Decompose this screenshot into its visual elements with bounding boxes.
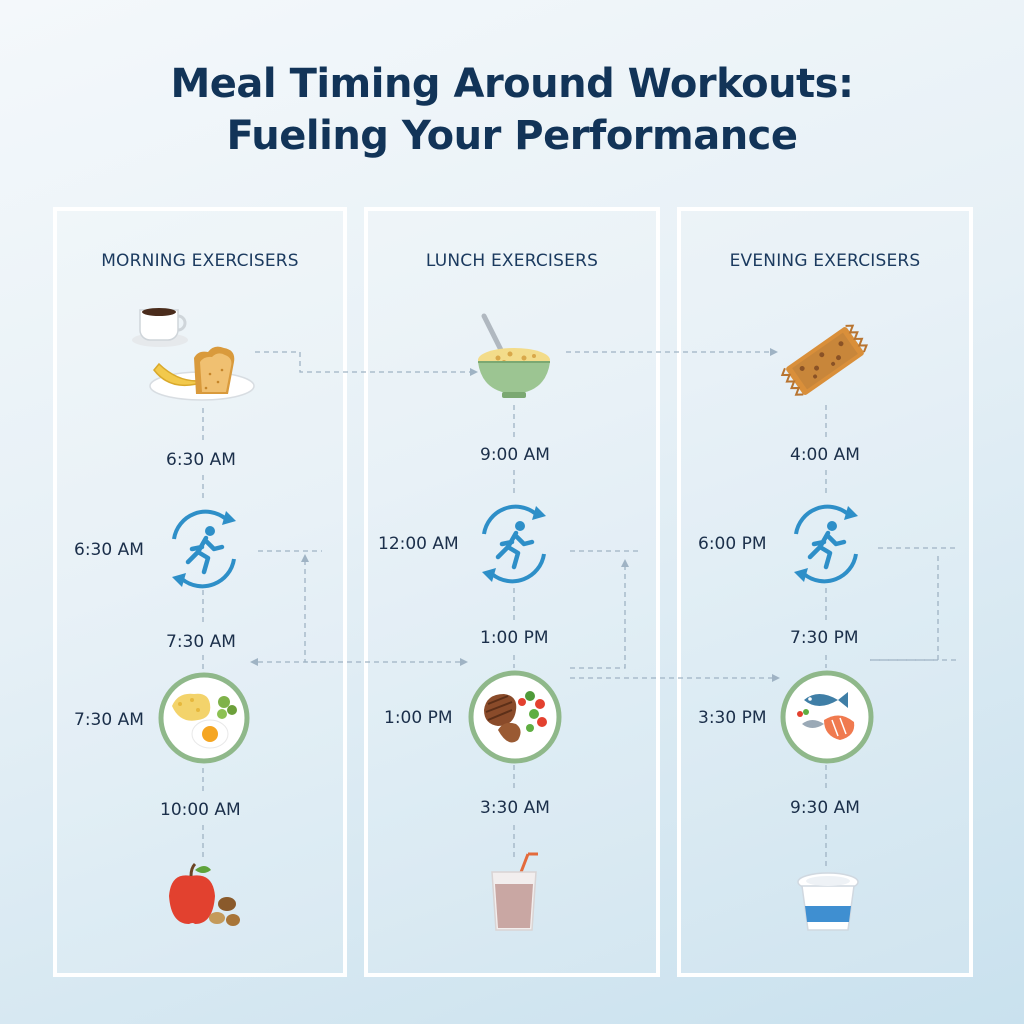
- column-evening: EVENING EXERCISERS: [677, 207, 973, 977]
- post-meal-time: 1:00 PM: [384, 708, 453, 728]
- workout-time: 12:00 AM: [378, 534, 459, 554]
- pre-meal-time: 6:30 AM: [166, 450, 236, 470]
- pre-meal-time: 9:00 AM: [480, 445, 550, 465]
- post-workout-time: 7:30 AM: [166, 632, 236, 652]
- coffee-banana-toast-icon: [132, 308, 255, 401]
- column-heading: MORNING EXERCISERS: [101, 251, 299, 271]
- running-workout-icon: [172, 509, 236, 589]
- smoothie-glass-icon: [491, 852, 538, 931]
- column-morning: MORNING EXERCISERS: [53, 207, 347, 977]
- post-meal-time: 7:30 AM: [74, 710, 144, 730]
- oatmeal-bowl-icon: [478, 313, 550, 398]
- running-workout-icon: [482, 504, 546, 584]
- granola-bar-icon: [780, 324, 869, 396]
- page-title: Meal Timing Around Workouts: Fueling You…: [0, 58, 1024, 162]
- title-line-2: Fueling Your Performance: [226, 113, 798, 159]
- post-workout-time: 7:30 PM: [790, 628, 859, 648]
- eggs-plate-icon: [158, 672, 250, 764]
- column-heading: LUNCH EXERCISERS: [425, 251, 599, 271]
- running-workout-icon: [794, 504, 858, 584]
- post-workout-time: 1:00 PM: [480, 628, 549, 648]
- steak-salad-plate-icon: [468, 670, 562, 764]
- title-line-1: Meal Timing Around Workouts:: [170, 61, 854, 107]
- snack-time: 3:30 AM: [480, 798, 550, 818]
- post-meal-time: 3:30 PM: [698, 708, 767, 728]
- snack-time: 10:00 AM: [160, 800, 241, 820]
- snack-time: 9:30 AM: [790, 798, 860, 818]
- yogurt-cup-icon: [797, 872, 859, 931]
- fish-plate-icon: [780, 670, 874, 764]
- column-lunch: LUNCH EXERCISERS: [364, 207, 660, 977]
- pre-meal-time: 4:00 AM: [790, 445, 860, 465]
- apple-nuts-icon: [169, 862, 240, 926]
- workout-time: 6:30 AM: [74, 540, 144, 560]
- workout-time: 6:00 PM: [698, 534, 767, 554]
- column-heading: EVENING EXERCISERS: [729, 251, 921, 271]
